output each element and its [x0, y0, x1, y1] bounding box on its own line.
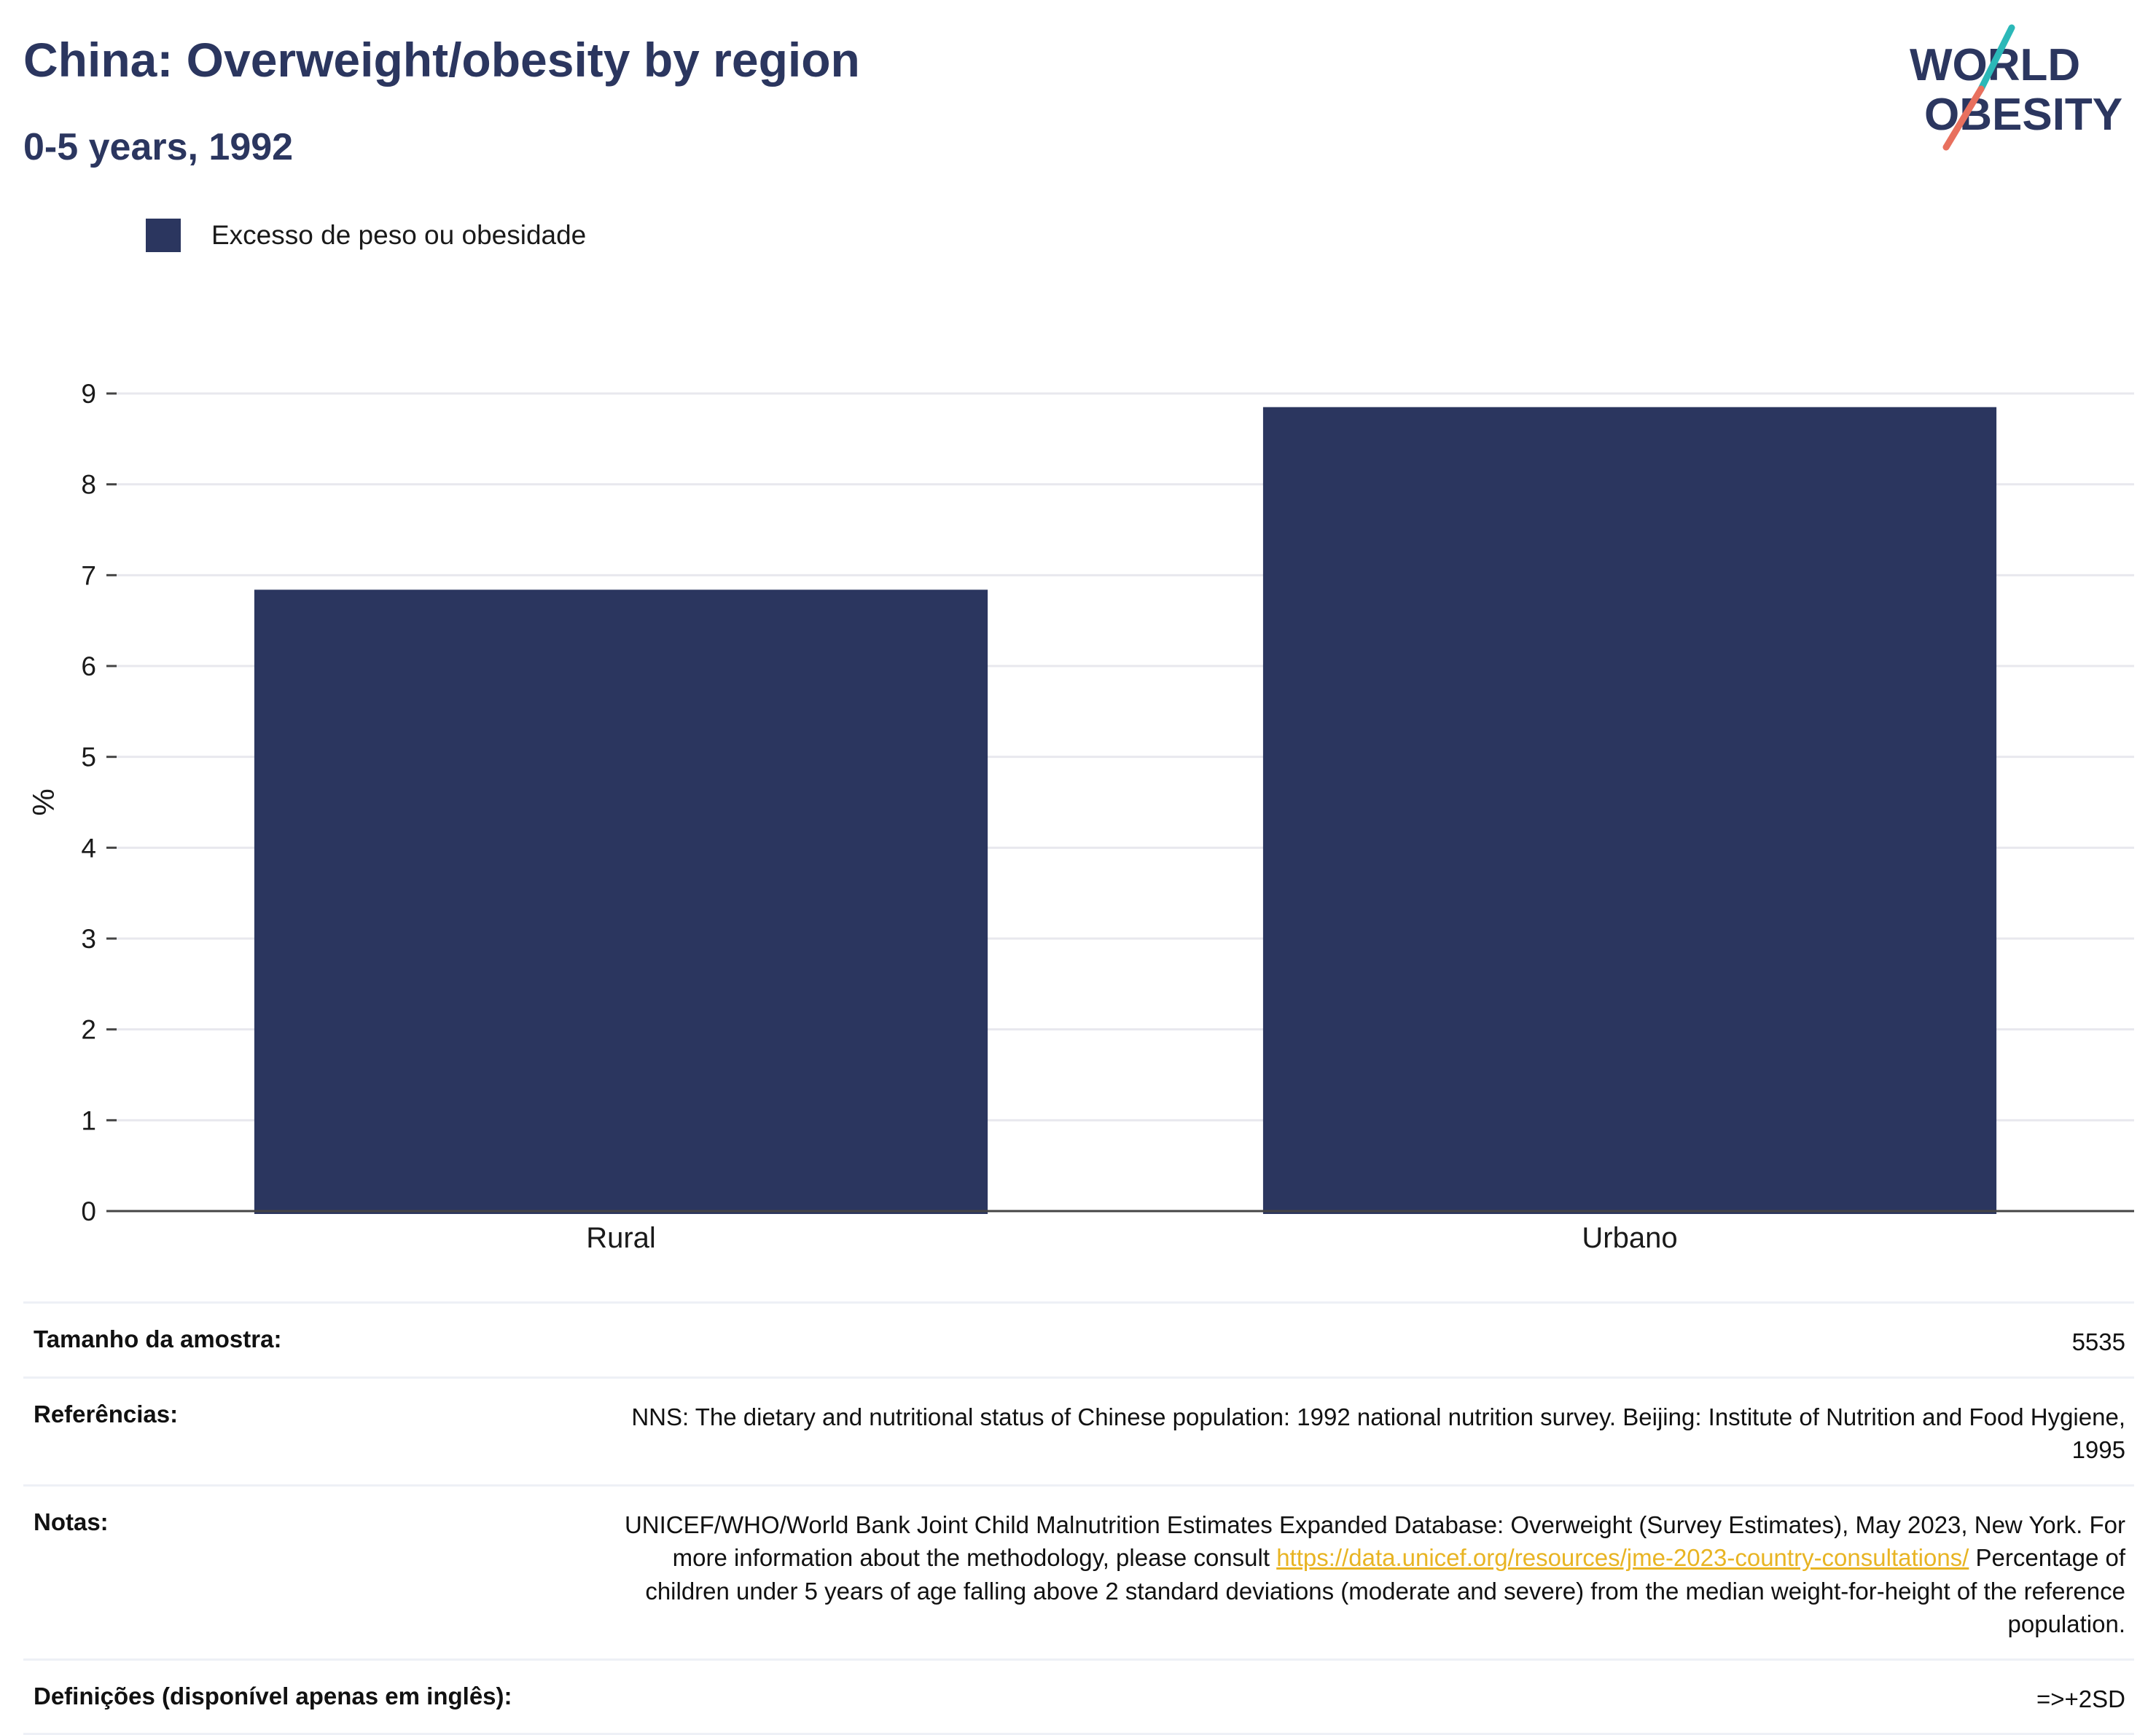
legend-label: Excesso de peso ou obesidade: [211, 220, 587, 250]
info-row-definitions: Definições (disponível apenas em inglês)…: [23, 1658, 2134, 1735]
x-tick-label: Urbano: [1582, 1222, 1677, 1254]
y-tick-label: 8: [81, 470, 96, 500]
bar: [1262, 407, 1997, 1215]
info-row-references: Referências: NNS: The dietary and nutrit…: [23, 1376, 2134, 1484]
notes-label: Notas:: [34, 1508, 109, 1535]
references-label: Referências:: [34, 1400, 179, 1427]
y-tick-label: 6: [81, 651, 96, 681]
y-tick-label: 4: [81, 833, 96, 863]
sample-label: Tamanho da amostra:: [34, 1325, 282, 1352]
chart-legend[interactable]: Excesso de peso ou obesidade: [146, 219, 586, 252]
notes-text-1: UNICEF/WHO/World Bank Joint Child Malnut…: [624, 1511, 2125, 1572]
y-tick-label: 9: [81, 379, 96, 409]
notes-link[interactable]: https://data.unicef.org/resources/jme-20…: [1276, 1544, 1969, 1572]
definitions-label: Definições (disponível apenas em inglês)…: [34, 1682, 512, 1709]
world-obesity-logo: WORLD OBESITY: [1910, 24, 2122, 151]
y-tick-label: 0: [81, 1197, 96, 1226]
bar: [254, 590, 988, 1214]
y-tick-label: 1: [81, 1105, 96, 1135]
chart-title: China: Overweight/obesity by region: [23, 33, 860, 87]
y-axis-label: %: [26, 788, 60, 815]
y-tick-label: 7: [81, 560, 96, 590]
logo-coral-slash: [1942, 85, 1985, 151]
logo-teal-slash: [1977, 24, 2015, 93]
notes-value: UNICEF/WHO/World Bank Joint Child Malnut…: [609, 1508, 2125, 1641]
y-tick-label: 3: [81, 924, 96, 954]
y-tick-label: 5: [81, 743, 96, 772]
chart-subtitle: 0-5 years, 1992: [23, 126, 294, 168]
sample-value: 5535: [2071, 1328, 2125, 1355]
x-tick-label: Rural: [586, 1222, 656, 1254]
definitions-value: =>+2SD: [2036, 1685, 2125, 1712]
references-value: NNS: The dietary and nutritional status …: [631, 1403, 2125, 1464]
info-row-sample: Tamanho da amostra: 5535: [23, 1301, 2134, 1376]
bar-chart: 0 1 2 3 4 5 6 7 8 9 Rural Urbano%: [26, 379, 2134, 1254]
legend-swatch: [146, 219, 181, 252]
notes-text-2: Percentage of children under 5 years of …: [645, 1544, 2125, 1638]
info-row-notes: Notas: UNICEF/WHO/World Bank Joint Child…: [23, 1484, 2134, 1658]
y-tick-label: 2: [81, 1015, 96, 1045]
info-table: Tamanho da amostra: 5535 Referências: NN…: [23, 1301, 2134, 1735]
